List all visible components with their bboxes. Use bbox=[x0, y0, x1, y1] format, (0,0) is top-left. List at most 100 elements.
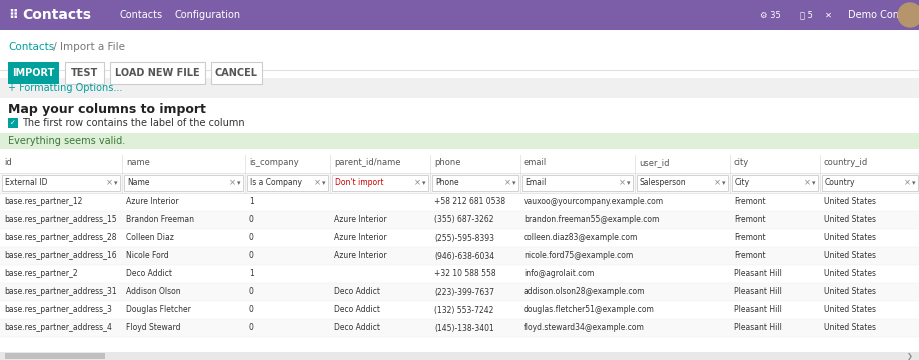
Text: Deco Addict: Deco Addict bbox=[334, 288, 380, 297]
Text: ×: × bbox=[313, 179, 321, 188]
Bar bbox=[0, 265, 919, 283]
Text: LOAD NEW FILE: LOAD NEW FILE bbox=[115, 68, 199, 78]
Text: United States: United States bbox=[823, 216, 875, 225]
Text: External ID: External ID bbox=[5, 179, 48, 188]
Text: 1: 1 bbox=[249, 270, 254, 279]
Text: United States: United States bbox=[823, 234, 875, 243]
Text: user_id: user_id bbox=[639, 158, 669, 167]
Text: Name: Name bbox=[127, 179, 150, 188]
Text: ⠿: ⠿ bbox=[8, 9, 17, 22]
Text: ×: × bbox=[414, 179, 421, 188]
Bar bbox=[0, 78, 919, 98]
Text: Addison Olson: Addison Olson bbox=[126, 288, 180, 297]
Bar bbox=[124, 175, 243, 191]
Text: is_company: is_company bbox=[249, 158, 299, 167]
Bar bbox=[8, 118, 18, 128]
Text: base.res_partner_address_31: base.res_partner_address_31 bbox=[4, 288, 117, 297]
Text: country_id: country_id bbox=[823, 158, 868, 167]
Text: ▾: ▾ bbox=[322, 180, 325, 186]
Text: +58 212 681 0538: +58 212 681 0538 bbox=[434, 198, 505, 207]
Text: ▾: ▾ bbox=[811, 180, 814, 186]
Text: 0: 0 bbox=[249, 216, 254, 225]
Text: 1: 1 bbox=[249, 198, 254, 207]
Text: (946)-638-6034: (946)-638-6034 bbox=[434, 252, 494, 261]
Text: Douglas Fletcher: Douglas Fletcher bbox=[126, 306, 190, 315]
Text: IMPORT: IMPORT bbox=[12, 68, 55, 78]
Text: info@agrolait.com: info@agrolait.com bbox=[524, 270, 594, 279]
Bar bbox=[0, 301, 919, 319]
Bar bbox=[0, 247, 919, 265]
Text: ❯: ❯ bbox=[906, 352, 912, 360]
Bar bbox=[0, 133, 919, 149]
Text: Configuration: Configuration bbox=[175, 10, 241, 20]
Text: ×: × bbox=[618, 179, 625, 188]
Text: ×: × bbox=[713, 179, 720, 188]
Bar bbox=[5, 353, 105, 359]
Text: ▾: ▾ bbox=[237, 180, 240, 186]
Text: douglas.fletcher51@example.com: douglas.fletcher51@example.com bbox=[524, 306, 654, 315]
Bar bbox=[246, 175, 328, 191]
Text: Azure Interior: Azure Interior bbox=[334, 216, 386, 225]
Text: (132) 553-7242: (132) 553-7242 bbox=[434, 306, 493, 315]
Text: ×: × bbox=[106, 179, 113, 188]
Text: city: city bbox=[733, 158, 748, 167]
Text: ▾: ▾ bbox=[911, 180, 914, 186]
Text: ▾: ▾ bbox=[627, 180, 630, 186]
Text: Floyd Steward: Floyd Steward bbox=[126, 324, 180, 333]
Bar bbox=[732, 175, 817, 191]
Text: + Formatting Options...: + Formatting Options... bbox=[8, 83, 122, 93]
Text: Is a Company: Is a Company bbox=[250, 179, 301, 188]
Text: United States: United States bbox=[823, 270, 875, 279]
Text: (255)-595-8393: (255)-595-8393 bbox=[434, 234, 494, 243]
Text: Contacts: Contacts bbox=[8, 42, 54, 52]
Text: ×: × bbox=[903, 179, 910, 188]
Bar bbox=[0, 283, 919, 301]
Text: Fremont: Fremont bbox=[733, 198, 765, 207]
Text: parent_id/name: parent_id/name bbox=[334, 158, 400, 167]
Text: Don't import: Don't import bbox=[335, 179, 383, 188]
Text: City: City bbox=[734, 179, 749, 188]
Text: ✕: ✕ bbox=[824, 10, 831, 19]
Text: Fremont: Fremont bbox=[733, 216, 765, 225]
Bar bbox=[0, 319, 919, 337]
Text: Deco Addict: Deco Addict bbox=[334, 324, 380, 333]
Text: ✓: ✓ bbox=[10, 120, 16, 126]
Text: 0: 0 bbox=[249, 252, 254, 261]
Bar bbox=[0, 352, 919, 360]
Text: Brandon Freeman: Brandon Freeman bbox=[126, 216, 194, 225]
Text: Phone: Phone bbox=[435, 179, 459, 188]
Text: name: name bbox=[126, 158, 150, 167]
Text: base.res_partner_2: base.res_partner_2 bbox=[4, 270, 77, 279]
Text: CANCEL: CANCEL bbox=[214, 68, 257, 78]
Text: base.res_partner_12: base.res_partner_12 bbox=[4, 198, 83, 207]
Circle shape bbox=[897, 3, 919, 27]
Bar bbox=[65, 62, 104, 84]
Text: ▾: ▾ bbox=[422, 180, 425, 186]
Bar bbox=[110, 62, 204, 84]
Text: +32 10 588 558: +32 10 588 558 bbox=[434, 270, 495, 279]
Bar bbox=[332, 175, 427, 191]
Bar bbox=[210, 62, 262, 84]
Text: United States: United States bbox=[823, 306, 875, 315]
Text: ×: × bbox=[803, 179, 811, 188]
Text: ⚙ 35: ⚙ 35 bbox=[759, 10, 780, 19]
Text: Contacts: Contacts bbox=[22, 8, 91, 22]
Text: phone: phone bbox=[434, 158, 460, 167]
Text: ▾: ▾ bbox=[512, 180, 515, 186]
Text: base.res_partner_address_3: base.res_partner_address_3 bbox=[4, 306, 112, 315]
Text: United States: United States bbox=[823, 324, 875, 333]
Text: Colleen Diaz: Colleen Diaz bbox=[126, 234, 174, 243]
Text: Everything seems valid.: Everything seems valid. bbox=[8, 136, 125, 146]
Text: TEST: TEST bbox=[71, 68, 98, 78]
Text: base.res_partner_address_16: base.res_partner_address_16 bbox=[4, 252, 117, 261]
Text: base.res_partner_address_4: base.res_partner_address_4 bbox=[4, 324, 112, 333]
Text: Deco Addict: Deco Addict bbox=[126, 270, 172, 279]
Bar bbox=[432, 175, 517, 191]
Text: The first row contains the label of the column: The first row contains the label of the … bbox=[22, 118, 244, 128]
Text: Deco Addict: Deco Addict bbox=[334, 306, 380, 315]
Bar bbox=[0, 155, 919, 173]
Text: 0: 0 bbox=[249, 288, 254, 297]
Bar bbox=[0, 193, 919, 211]
Text: ×: × bbox=[229, 179, 236, 188]
Text: Contacts: Contacts bbox=[119, 10, 163, 20]
